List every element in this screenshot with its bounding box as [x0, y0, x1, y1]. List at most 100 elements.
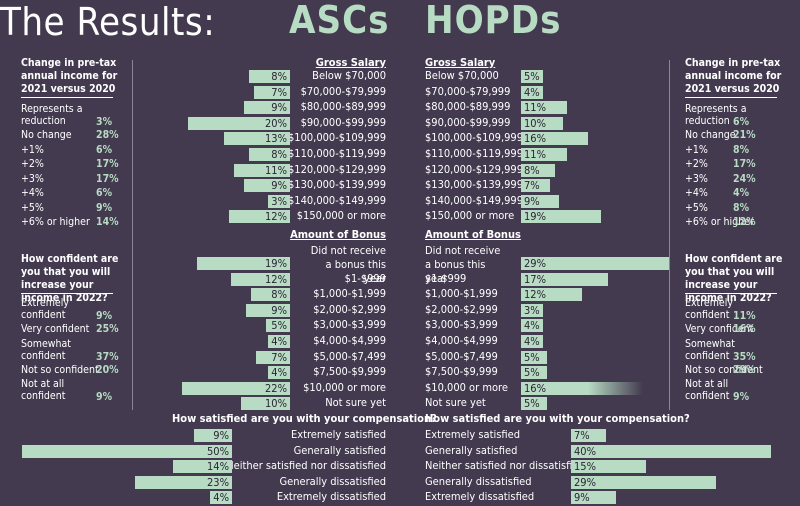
- asc-bar-value: 4%: [213, 491, 229, 505]
- hopd-category-label: $1-$999: [425, 271, 467, 285]
- side-panel-row-value: 9%: [96, 310, 113, 322]
- side-panel-row-label: No change: [685, 129, 736, 141]
- left-q2-rule: [21, 293, 113, 294]
- side-panel-row-label: Not so confident: [685, 363, 763, 376]
- side-panel-row-value: 12%: [733, 216, 756, 228]
- asc-category-label: $1-$999: [344, 271, 386, 285]
- hopd-category-label: $3,000-$3,999: [425, 318, 498, 332]
- side-panel-row-value: 17%: [733, 158, 756, 170]
- asc-category-label: $130,000-$139,999: [288, 178, 386, 192]
- asc-category-label: $110,000-$119,999: [288, 147, 386, 160]
- asc-bar: [241, 397, 290, 411]
- asc-category-label: $4,000-$4,999: [313, 334, 386, 347]
- asc-bar-value: 23%: [207, 475, 229, 489]
- side-panel-row-value: 6%: [733, 116, 750, 128]
- asc-bar: [249, 148, 290, 161]
- hopd-bar-value: 7%: [574, 429, 590, 442]
- hopd-category-label: Generally dissatisfied: [425, 474, 532, 488]
- side-panel-row: Somewhat confident 37%: [21, 338, 119, 364]
- hopd-bar: [521, 319, 543, 333]
- side-panel-row: Not so confident 29%: [685, 364, 777, 379]
- hopd-category-label: $110,000-$119,999: [425, 147, 523, 160]
- hopd-bar-value: 9%: [574, 491, 590, 505]
- side-panel-row-value: 3%: [96, 116, 113, 128]
- side-panel-row-value: 16%: [733, 323, 756, 335]
- asc-bar-value: 10%: [265, 397, 287, 411]
- asc-bar-value: 3%: [271, 194, 287, 208]
- hopd-bar: [571, 491, 616, 505]
- asc-bar: [245, 303, 290, 317]
- asc-category-label: Extremely dissatisfied: [276, 490, 386, 504]
- hopd-bar: [571, 475, 716, 489]
- asc-bar: [268, 366, 290, 380]
- hopd-bar: [521, 132, 589, 146]
- side-panel-row-label: +4%: [21, 187, 44, 199]
- side-panel-row-value: 17%: [96, 158, 119, 170]
- hopd-bar-value: 16%: [524, 132, 546, 146]
- hopd-category-label: $7,500-$9,999: [425, 365, 498, 379]
- side-panel-row-label: +3%: [685, 172, 708, 185]
- asc-bar-value: 5%: [271, 319, 287, 333]
- asc-bar-value: 19%: [265, 257, 287, 270]
- asc-category-label: $3,000-$3,999: [313, 318, 386, 332]
- hopd-bar: [521, 70, 543, 83]
- side-panel-row-label: Somewhat confident: [685, 337, 735, 362]
- hopd-bar-value: 29%: [574, 475, 596, 489]
- side-panel-row-value: 37%: [96, 350, 119, 363]
- side-panel-row-label: +5%: [685, 201, 708, 214]
- side-panel-row-value: 8%: [733, 201, 750, 214]
- side-panel-row: +4% 6%: [21, 187, 113, 202]
- asc-bar-value: 7%: [271, 85, 287, 99]
- side-panel-row-label: +2%: [685, 158, 708, 170]
- asc-category-label: $7,500-$9,999: [313, 365, 386, 379]
- hopd-bar-value: 4%: [524, 319, 540, 333]
- hopd-bar: [521, 163, 555, 177]
- asc-gross-salary-title: Gross Salary: [315, 56, 386, 69]
- asc-header: ASCs: [289, 0, 390, 42]
- asc-bar: [135, 475, 232, 489]
- side-panel-row-value: 20%: [96, 363, 119, 376]
- hopd-category-label: $90,000-$99,999: [425, 115, 511, 129]
- hopd-category-label: $80,000-$89,999: [425, 100, 511, 114]
- side-panel-row: Represents a reduction 3%: [21, 103, 113, 129]
- hopd-category-label: Below $70,000: [425, 69, 499, 82]
- asc-category-label: $120,000-$129,999: [288, 162, 386, 176]
- side-panel-row-value: 28%: [96, 129, 119, 141]
- hopd-bar-value: 11%: [524, 148, 546, 161]
- side-panel-row-value: 24%: [733, 172, 756, 185]
- left-divider: [132, 60, 133, 410]
- hopd-bar: [521, 350, 547, 364]
- asc-category-label: $1,000-$1,999: [313, 287, 386, 301]
- right-confidence-question: How confident are you that you will incr…: [685, 253, 783, 304]
- hopd-bar: [521, 272, 608, 286]
- asc-category-label: Below $70,000: [312, 69, 386, 82]
- asc-category-label: Neither satisfied nor dissatisfied: [226, 459, 386, 473]
- hopd-bar-value: 12%: [524, 288, 546, 302]
- hopd-category-label: $140,000-$149,999: [425, 193, 523, 207]
- side-panel-row-value: 21%: [733, 129, 756, 141]
- asc-category-label: $10,000 or more: [303, 380, 386, 394]
- asc-bar: [182, 381, 290, 395]
- left-q1-rule: [21, 97, 113, 98]
- asc-category-label: $140,000-$149,999: [288, 193, 386, 207]
- hopd-gross-salary-title: Gross Salary: [425, 56, 496, 69]
- asc-category-label: Did not receive a bonus this year: [310, 244, 386, 285]
- hopd-bar-value: 3%: [524, 303, 540, 317]
- asc-bar-value: 11%: [265, 163, 287, 177]
- hopd-bar: [521, 210, 601, 224]
- side-panel-row-label: +1%: [21, 143, 44, 156]
- hopd-category-label: $4,000-$4,999: [425, 334, 498, 347]
- hopd-bar-value: 29%: [524, 257, 546, 270]
- side-panel-row: +6% or higher 14%: [21, 216, 119, 231]
- asc-bar: [22, 444, 232, 458]
- asc-bar-value: 8%: [271, 148, 287, 161]
- hopd-bar: [521, 335, 543, 348]
- side-panel-row-label: Very confident: [21, 323, 90, 335]
- side-panel-row-value: 9%: [96, 391, 113, 403]
- side-panel-row-value: 9%: [733, 391, 750, 403]
- asc-category-label: $70,000-$79,999: [300, 84, 386, 98]
- hopd-bar-value: 5%: [524, 70, 540, 83]
- side-panel-row-value: 14%: [96, 216, 119, 228]
- asc-bar-value: 4%: [271, 335, 287, 348]
- hopd-bar: [521, 194, 559, 208]
